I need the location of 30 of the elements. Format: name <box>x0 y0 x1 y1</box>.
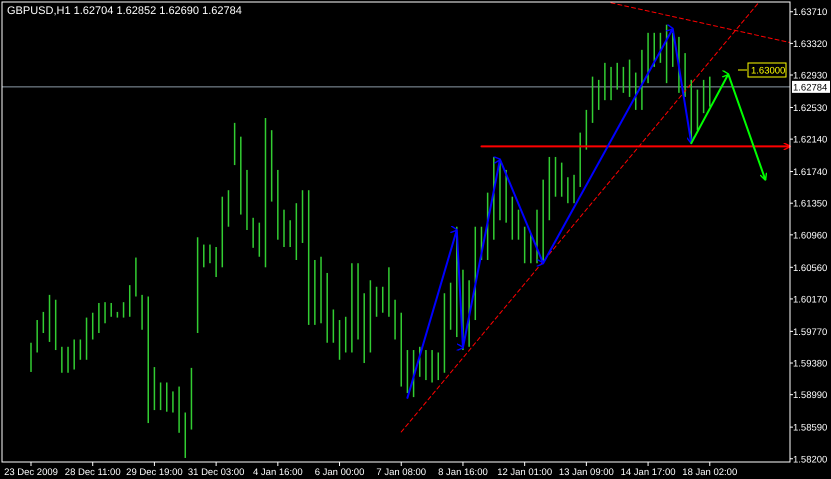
y-tick-label: 1.59770 <box>793 326 828 338</box>
y-tick-label: 1.60170 <box>793 294 828 306</box>
x-tick-label: 8 Jan 16:00 <box>438 467 488 478</box>
ref-line-label: 1.62784 <box>793 82 828 94</box>
x-tick-label: 6 Jan 00:00 <box>314 467 364 478</box>
y-tick-label: 1.62530 <box>793 102 828 114</box>
x-tick-label: 4 Jan 16:00 <box>253 467 303 478</box>
y-tick-label: 1.62140 <box>793 134 828 146</box>
y-tick-label: 1.59380 <box>793 358 828 370</box>
x-tick-label: 7 Jan 08:00 <box>376 467 426 478</box>
y-tick-label: 1.58990 <box>793 390 828 402</box>
y-tick-label: 1.63320 <box>793 38 828 50</box>
y-tick-label: 1.60960 <box>793 230 828 242</box>
x-tick-label: 18 Jan 02:00 <box>682 467 738 478</box>
y-tick-label: 1.62930 <box>793 70 828 82</box>
y-tick-label: 1.61350 <box>793 198 828 210</box>
chart-title: GBPUSD,H1 1.62704 1.62852 1.62690 1.62784 <box>7 5 242 17</box>
y-tick-label: 1.61740 <box>793 167 828 178</box>
x-tick-label: 13 Jan 09:00 <box>558 467 614 478</box>
x-tick-label: 14 Jan 17:00 <box>620 467 676 478</box>
x-tick-label: 31 Dec 03:00 <box>188 467 244 478</box>
x-tick-label: 28 Dec 11:00 <box>64 467 121 478</box>
y-tick-label: 1.60560 <box>793 262 828 274</box>
annotation: 1.63000 <box>751 66 786 76</box>
y-tick-label: 1.63710 <box>793 7 828 18</box>
x-tick-label: 23 Dec 2009 <box>4 467 58 478</box>
x-tick-label: 12 Jan 01:00 <box>497 467 552 478</box>
y-tick-label: 1.58590 <box>793 422 828 434</box>
y-tick-label: 1.58200 <box>793 454 828 466</box>
x-tick-label: 29 Dec 19:00 <box>126 467 183 478</box>
